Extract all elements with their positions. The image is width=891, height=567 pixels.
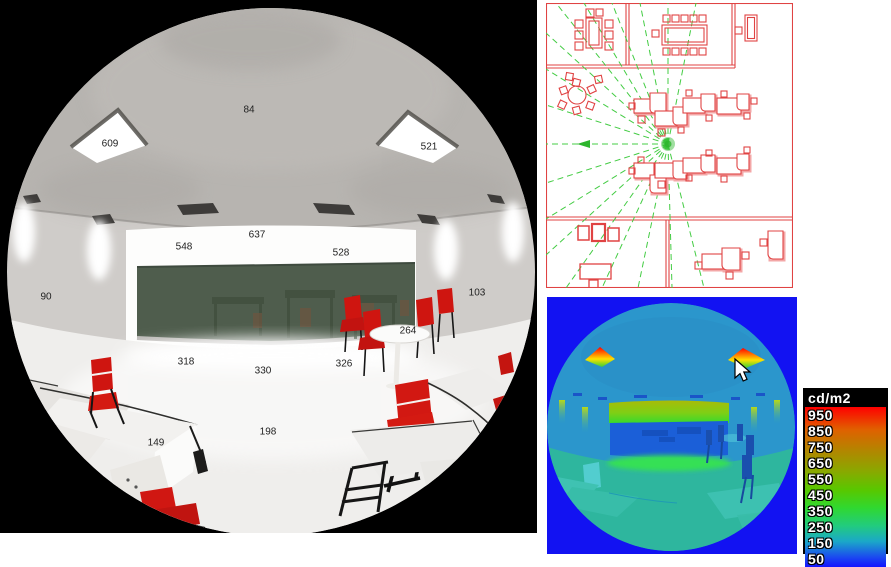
floor-plan-viewport[interactable]	[537, 0, 891, 297]
bottom-left-room-furniture	[577, 222, 620, 288]
fc-wall-washes	[559, 400, 780, 433]
red-chair-left	[88, 357, 125, 429]
falsecolor-viewport[interactable]	[547, 297, 797, 554]
black-chair	[338, 460, 389, 517]
legend-gradient: 950 850 750 650 550 450 350 250 150 50	[805, 407, 886, 567]
luminance-value: 637	[248, 229, 266, 241]
luminance-value: 84	[243, 104, 255, 116]
bottom-right-room-furniture	[694, 230, 786, 280]
camera-marker	[577, 137, 675, 151]
legend-tick: 50	[808, 551, 825, 567]
luminance-value: 548	[175, 241, 193, 253]
luminance-value: 521	[420, 141, 438, 153]
wall-wash-glows	[13, 202, 524, 280]
mouse-cursor	[734, 357, 752, 382]
falsecolor-image	[547, 297, 797, 554]
luminance-value: 198	[259, 426, 277, 438]
legend-tick: 450	[808, 487, 833, 503]
legend-tick: 350	[808, 503, 833, 519]
floor-plan-drawing	[546, 3, 793, 288]
legend-tick: 550	[808, 471, 833, 487]
legend-tick: 150	[808, 535, 833, 551]
luminance-value: 149	[147, 437, 165, 449]
legend-tick: 650	[808, 455, 833, 471]
luminance-value: 330	[254, 365, 272, 377]
luminance-value: 609	[101, 138, 119, 150]
fisheye-render-viewport[interactable]: 84 609 521 548 637 528 90 103 318 330 32…	[0, 0, 537, 533]
desk-topright	[734, 14, 758, 42]
legend-tick: 950	[808, 407, 833, 423]
luminance-value: 326	[335, 358, 353, 370]
skylight-right	[375, 109, 460, 163]
conference-table	[651, 14, 708, 56]
view-direction-arrow	[577, 140, 590, 148]
meeting-table-topleft	[574, 8, 614, 51]
fisheye-render-image	[7, 8, 535, 533]
luminance-value: 318	[177, 356, 195, 368]
legend-title: cd/m2	[805, 390, 886, 407]
fc-floor-glow	[607, 455, 731, 471]
camera-rays	[546, 3, 705, 288]
skylight-left	[69, 107, 149, 163]
luminance-scale-legend: cd/m2 950 850 750 650 550 450 350 250 15…	[803, 388, 888, 567]
fc-front-wall	[609, 400, 729, 423]
round-table	[556, 71, 604, 116]
luminance-value: 90	[40, 291, 52, 303]
luminance-value: 103	[468, 287, 486, 299]
legend-tick: 250	[808, 519, 833, 535]
legend-tick: 850	[808, 423, 833, 439]
plan-walls	[546, 3, 793, 288]
fc-recessed-lights	[573, 393, 765, 400]
recessed-lights	[23, 194, 505, 225]
ceiling	[7, 8, 535, 232]
fc-skylight-left	[585, 347, 615, 367]
fc-floor	[547, 447, 795, 551]
luminance-value: 528	[332, 247, 350, 259]
legend-tick: 750	[808, 439, 833, 455]
desk-clusters	[628, 89, 758, 196]
luminance-value: 264	[399, 325, 417, 337]
